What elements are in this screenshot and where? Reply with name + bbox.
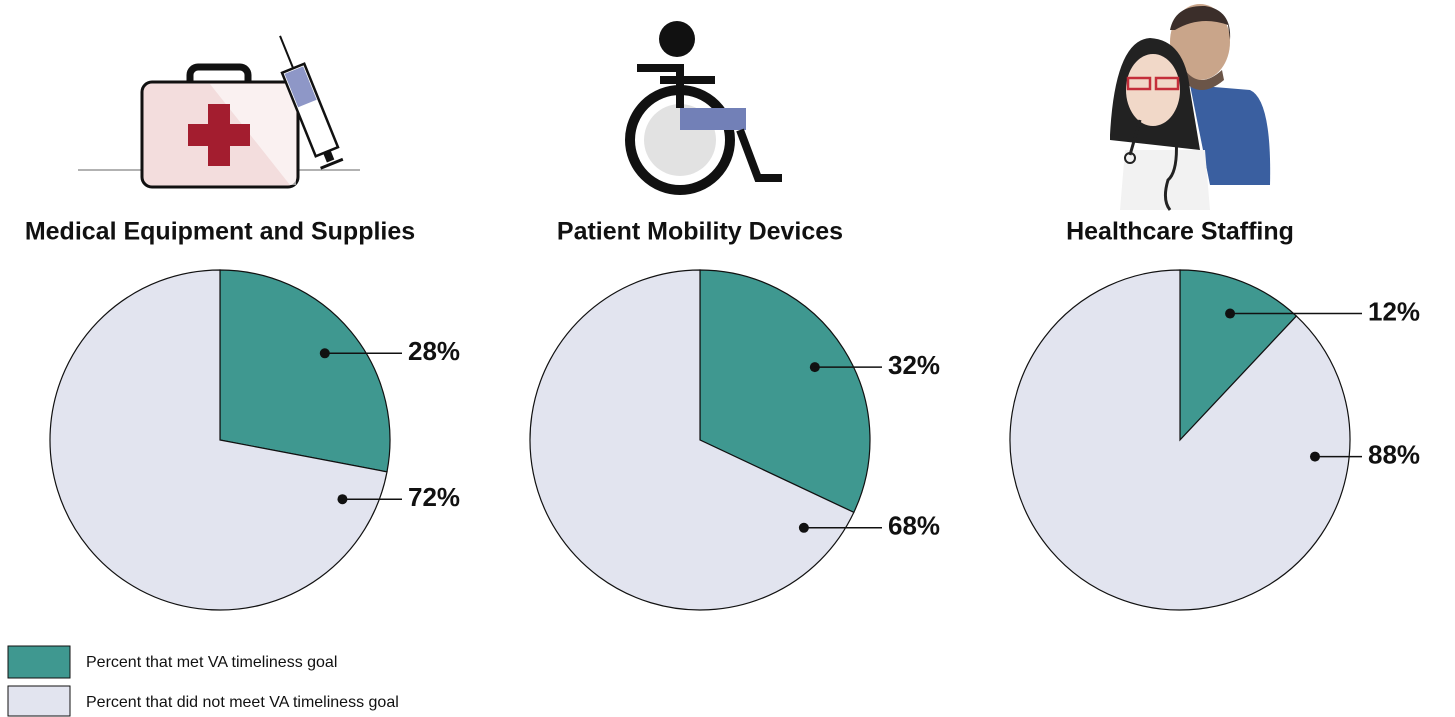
pie-slice [699,269,871,514]
legend-label: Percent that did not meet VA timeliness … [86,694,399,711]
value-label: 88% [1368,439,1420,469]
pie-slice [529,269,855,611]
legend-swatch [7,645,71,679]
value-label: 28% [408,336,460,366]
icon-staff [1110,4,1271,211]
pie-slice [1179,269,1298,442]
value-label: 72% [408,482,460,512]
chart-title: Medical Equipment and Supplies [25,218,415,246]
legend-label: Percent that met VA timeliness goal [86,654,337,671]
pie-slice [1009,269,1351,611]
legend-swatch [7,685,71,717]
chart-title: Patient Mobility Devices [557,218,843,246]
icon-wheelchair [625,21,782,195]
icon-medical-kit [78,35,360,189]
value-label: 68% [888,511,940,541]
pie-slice [219,269,391,473]
chart-title: Healthcare Staffing [1066,218,1294,246]
value-label: 32% [888,350,940,380]
pie-slice [49,269,388,611]
value-label: 12% [1368,296,1420,326]
